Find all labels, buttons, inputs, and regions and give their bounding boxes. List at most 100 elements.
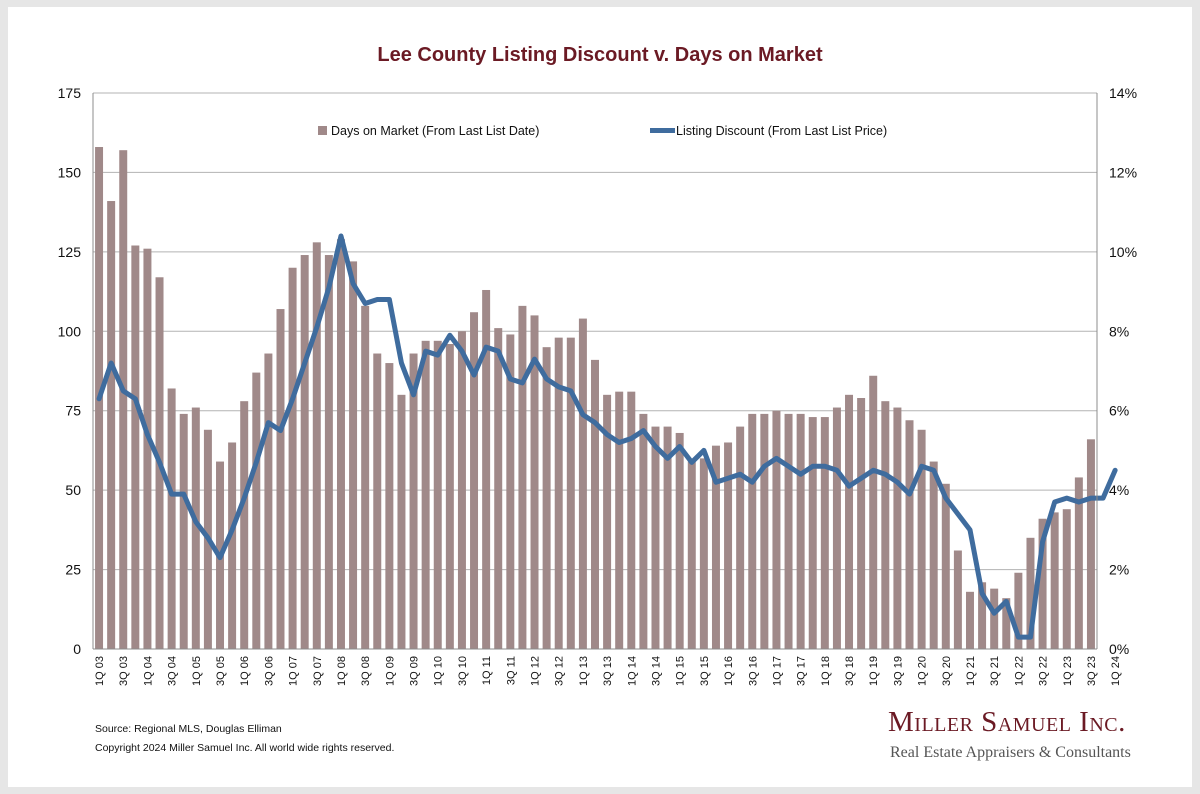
copyright-note: Copyright 2024 Miller Samuel Inc. All wo… [95,742,395,754]
bar [191,407,200,649]
bar [1014,572,1023,649]
bar [421,340,430,649]
x-tick-label: 3Q 03 [118,656,130,686]
bar [131,245,140,649]
x-tick-label: 1Q 19 [868,656,880,686]
bar [119,150,128,649]
bar [929,461,938,649]
x-tick-label: 3Q 14 [651,656,663,686]
bar [881,401,890,649]
bar [107,201,116,649]
brand-logo-name: Miller Samuel Inc. [888,706,1126,738]
x-tick-label: 1Q 09 [384,656,396,686]
y-left-tick-label: 150 [58,164,82,180]
bar [965,591,974,649]
x-tick-label: 1Q 04 [142,656,154,686]
x-tick-label: 1Q 10 [433,656,445,686]
bar [1074,477,1083,649]
bar [941,483,950,649]
bar [905,420,914,649]
y-right-tick-label: 4% [1109,482,1129,498]
y-left-tick-label: 100 [58,323,82,339]
bar [1086,439,1095,649]
bar [1050,512,1059,649]
bar [832,407,841,649]
y-left-tick-label: 75 [65,403,81,419]
bar [1062,509,1071,649]
bar [1038,518,1047,649]
x-tick-label: 1Q 07 [288,656,300,686]
x-tick-label: 3Q 23 [1086,656,1098,686]
discount-line [96,233,1118,640]
y-left-tick-label: 50 [65,482,81,498]
y-right-tick-label: 12% [1109,164,1137,180]
bar [349,261,358,649]
x-tick-label: 1Q 06 [239,656,251,686]
bar [651,426,660,649]
x-tick-label: 1Q 12 [530,656,542,686]
bar [748,413,757,649]
chart-card [8,7,1192,787]
chart-title: Lee County Listing Discount v. Days on M… [377,44,823,66]
x-tick-label: 1Q 22 [1013,656,1025,686]
y-left-tick-label: 25 [65,562,81,578]
x-tick-label: 3Q 09 [409,656,421,686]
bar [820,417,829,649]
bar [808,417,817,649]
x-tick-label: 3Q 22 [1038,656,1050,686]
x-tick-label: 1Q 05 [191,656,203,686]
bar [542,347,551,649]
bar [917,429,926,649]
x-tick-label: 1Q 03 [94,656,106,686]
x-tick-label: 3Q 10 [457,656,469,686]
bar [300,255,309,649]
bar [336,239,345,650]
bar [615,391,624,649]
x-tick-label: 3Q 20 [941,656,953,686]
bar [724,442,733,649]
x-tick-label: 3Q 19 [892,656,904,686]
bar [457,331,466,649]
bar [591,359,599,649]
x-tick-label: 3Q 04 [167,656,179,686]
x-tick-label: 1Q 18 [820,656,832,686]
x-tick-label: 1Q 08 [336,656,348,686]
bar [433,340,442,649]
x-tick-label: 3Q 21 [989,656,1001,686]
bar [845,394,854,649]
x-tick-label: 1Q 16 [723,656,735,686]
bar [554,337,563,649]
bar [397,394,406,649]
axes: 0 25 50 75 100 125 150 175 0% 2% 4% 6% 8% 10% 12% 14% 1Q… [58,85,1137,686]
legend: Days on Market (From Last List Date) Lis… [318,124,887,138]
brand-tagline: Real Estate Appraisers & Consultants [890,744,1131,761]
legend-label-bars: Days on Market (From Last List Date) [331,124,539,138]
bar [869,375,878,649]
bar [978,582,987,649]
bar [566,337,575,649]
bar [990,588,999,649]
y-right-tick-label: 6% [1109,403,1129,419]
y-right-tick-label: 10% [1109,244,1137,260]
x-tick-label: 1Q 23 [1062,656,1074,686]
bar [760,413,769,649]
bar [264,353,273,649]
bar [312,242,321,649]
x-tick-label: 1Q 17 [771,656,783,686]
bar [627,391,636,649]
y-right-tick-label: 0% [1109,641,1129,657]
line-series [96,233,1118,640]
bar [252,372,261,649]
x-tick-label: 1Q 14 [626,656,638,686]
bar [167,388,176,649]
source-note: Source: Regional MLS, Douglas Elliman [95,723,282,735]
bar [373,353,382,649]
bar [385,363,394,649]
bar [578,318,587,649]
bar [518,305,527,649]
bar [409,353,418,649]
bar [893,407,902,649]
x-tick-label: 3Q 06 [263,656,275,686]
bar [736,426,745,649]
